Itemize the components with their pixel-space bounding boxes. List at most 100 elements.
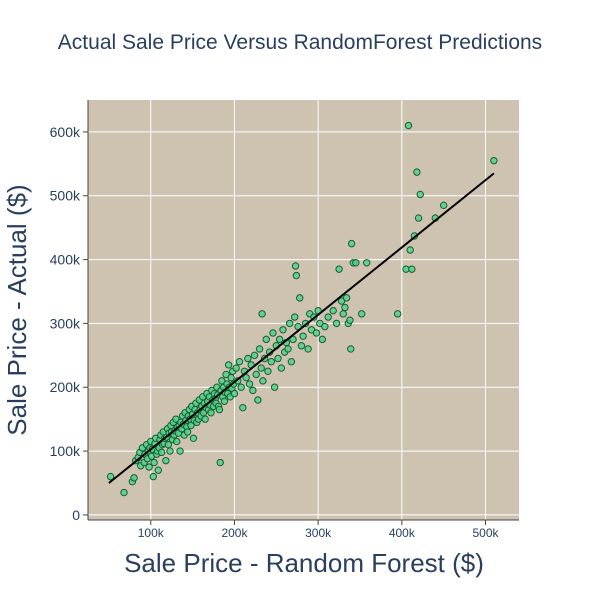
data-point xyxy=(262,335,270,344)
data-point xyxy=(321,322,329,331)
y-tick-label: 200k xyxy=(50,379,81,395)
data-point xyxy=(362,259,371,267)
data-point xyxy=(406,246,414,254)
data-point xyxy=(393,310,402,318)
data-point xyxy=(341,303,349,312)
x-tick-label: 500k xyxy=(473,526,500,540)
data-point xyxy=(120,488,128,497)
data-point xyxy=(324,313,332,321)
data-point xyxy=(274,354,282,363)
data-point xyxy=(232,364,240,372)
data-point xyxy=(257,364,265,372)
plot-area: 100k 200k 300k 400k 500k 0 100k 200k 300k 400k 500… xyxy=(50,100,519,540)
data-point xyxy=(154,466,162,474)
data-point xyxy=(292,271,301,280)
x-tick-label: 100k xyxy=(138,526,165,540)
data-point xyxy=(312,329,321,337)
data-point xyxy=(166,447,174,455)
data-point xyxy=(249,386,257,395)
data-point xyxy=(183,428,192,436)
data-point xyxy=(297,342,306,350)
data-point xyxy=(318,335,327,344)
data-point xyxy=(357,310,366,318)
x-axis-title: Sale Price - Random Forest ($) xyxy=(124,548,484,578)
data-point xyxy=(150,458,158,467)
data-point xyxy=(145,463,153,471)
data-point xyxy=(242,373,250,382)
data-point xyxy=(352,259,360,267)
data-point xyxy=(347,239,356,248)
data-point xyxy=(490,156,498,165)
data-point xyxy=(291,313,299,321)
data-point xyxy=(201,415,209,423)
chart-title: Actual Sale Price Versus RandomForest Pr… xyxy=(58,31,542,54)
data-point xyxy=(404,121,413,130)
data-point xyxy=(299,332,307,340)
data-point xyxy=(275,335,284,344)
data-point xyxy=(413,168,421,176)
data-point xyxy=(335,265,343,273)
data-point xyxy=(408,265,416,273)
data-point xyxy=(258,310,266,318)
data-point xyxy=(250,351,259,360)
data-point xyxy=(207,409,215,417)
data-point xyxy=(255,345,264,353)
data-point xyxy=(339,310,347,318)
y-tick-label: 100k xyxy=(50,443,81,459)
data-point xyxy=(189,434,198,442)
data-point xyxy=(416,190,424,199)
data-point xyxy=(291,262,300,270)
data-point xyxy=(220,397,229,405)
data-point xyxy=(264,367,272,375)
data-point xyxy=(187,421,195,430)
data-point xyxy=(259,377,267,385)
y-axis-title: Sale Price - Actual ($) xyxy=(2,184,32,435)
data-point xyxy=(235,358,244,366)
data-point xyxy=(149,472,157,481)
data-point xyxy=(230,389,239,398)
y-tick-label: 0 xyxy=(72,507,80,523)
data-point xyxy=(173,437,181,446)
data-point xyxy=(329,306,337,315)
data-point xyxy=(245,380,254,388)
data-point xyxy=(216,458,224,467)
x-tick-label: 300k xyxy=(305,526,332,540)
data-point xyxy=(254,396,262,404)
data-point xyxy=(106,472,115,481)
x-tick-label: 200k xyxy=(221,526,248,540)
data-point xyxy=(267,358,275,366)
data-point xyxy=(162,456,170,465)
data-point xyxy=(304,345,312,353)
x-tick-label: 400k xyxy=(389,526,416,540)
data-point xyxy=(439,201,448,210)
data-point xyxy=(237,383,245,391)
data-point xyxy=(270,383,279,391)
data-point xyxy=(414,214,423,222)
data-point xyxy=(227,373,235,382)
data-point xyxy=(342,294,351,302)
data-point xyxy=(176,447,184,455)
data-point xyxy=(277,364,286,372)
data-point xyxy=(269,329,277,337)
data-point xyxy=(347,345,355,353)
data-point xyxy=(239,403,247,412)
data-point xyxy=(332,319,341,328)
fit-line xyxy=(108,172,495,484)
y-tick-label: 300k xyxy=(50,315,81,331)
y-tick-label: 400k xyxy=(50,252,81,268)
data-point xyxy=(346,316,354,324)
data-point xyxy=(285,319,294,328)
data-point xyxy=(130,474,138,482)
data-point xyxy=(215,405,224,414)
data-point xyxy=(244,354,252,363)
data-point xyxy=(284,345,292,353)
data-point xyxy=(296,294,304,302)
data-point xyxy=(224,361,233,369)
data-point xyxy=(287,358,296,366)
data-point xyxy=(279,326,287,334)
y-tick-label: 600k xyxy=(50,124,81,140)
y-tick-label: 500k xyxy=(50,188,81,204)
data-point xyxy=(157,448,166,457)
